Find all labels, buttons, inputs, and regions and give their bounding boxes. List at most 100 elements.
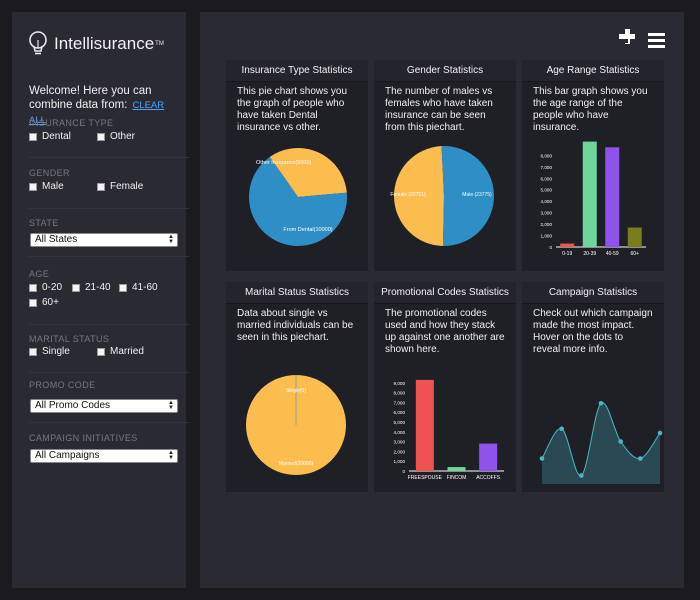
checkbox-box[interactable] — [29, 132, 37, 141]
insurance-pie-chart[interactable]: Other Insurance(5000) From Dental(10000) — [226, 146, 368, 271]
card-title: Promotional Codes Statistics — [374, 282, 516, 304]
dental-checkbox[interactable]: Dental — [29, 131, 71, 142]
bar-fincom[interactable] — [447, 467, 466, 471]
bar-60+[interactable] — [627, 227, 642, 247]
y-tick-label: 7,000 — [394, 400, 406, 405]
y-tick-label: 3,000 — [394, 440, 406, 445]
section-divider — [29, 422, 189, 423]
y-tick-label: 1,000 — [394, 459, 406, 464]
campaign-select[interactable]: All Campaigns ▲ ▼ — [30, 449, 178, 463]
female-checkbox[interactable]: Female — [97, 181, 143, 192]
select-arrows-icon: ▲ ▼ — [168, 450, 174, 461]
age-0-20-checkbox[interactable]: 0-20 — [29, 282, 62, 293]
section-divider — [29, 324, 189, 325]
card-description: Data about single vs married individuals… — [237, 308, 354, 343]
y-tick-label: 6,000 — [394, 410, 406, 415]
pie-slice-label: Female (22751) — [390, 192, 426, 198]
card-description: This bar graph shows you the age range o… — [533, 86, 648, 133]
single-label: Single — [42, 346, 70, 357]
insurance-type-label: INSURANCE TYPE — [29, 118, 114, 128]
pie-slice-female[interactable] — [394, 146, 444, 246]
y-tick-label: 9,000 — [394, 381, 406, 386]
card-title: Marital Status Statistics — [226, 282, 368, 304]
other-checkbox[interactable]: Other — [97, 131, 135, 142]
welcome-message: Welcome! Here you can combine data from: — [29, 85, 152, 111]
y-tick-label: 4,000 — [541, 199, 553, 204]
checkbox-box[interactable] — [97, 132, 105, 141]
campaign-data-point[interactable] — [618, 439, 623, 444]
y-tick-label: 5,000 — [394, 420, 406, 425]
checkbox-box[interactable] — [29, 298, 37, 307]
pie-slice-male[interactable] — [441, 146, 495, 246]
checkbox-box[interactable] — [29, 283, 37, 292]
bar-20-39[interactable] — [582, 141, 597, 247]
pie-slice-other-insurance[interactable] — [269, 148, 347, 197]
section-divider — [29, 208, 189, 209]
y-tick-label: 1,000 — [541, 234, 553, 239]
campaign-data-point[interactable] — [598, 400, 604, 406]
dashboard-main: Insurance Type Statistics This pie chart… — [200, 12, 684, 588]
campaign-data-point[interactable] — [579, 473, 584, 478]
bar-accoffs[interactable] — [479, 443, 498, 471]
checkbox-box[interactable] — [29, 347, 37, 356]
trademark-mark: TM — [155, 41, 164, 47]
card-description: The promotional codes used and how they … — [385, 308, 505, 355]
marital-pie-chart[interactable]: Single(0) Married(20000) — [226, 362, 368, 492]
y-tick-label: 3,000 — [541, 211, 553, 216]
checkbox-box[interactable] — [119, 283, 127, 292]
sidebar: Intellisurance TM Welcome! Here you can c… — [12, 12, 189, 588]
gender-pie-chart[interactable]: Female (22751) Male (23775) — [374, 146, 516, 271]
add-widget-icon[interactable] — [618, 28, 638, 48]
gender-card: Gender Statistics The number of males vs… — [374, 60, 516, 271]
clear-all-link[interactable]: CLEAR ALL — [29, 100, 165, 126]
campaign-area-chart[interactable] — [522, 372, 664, 492]
campaign-data-point[interactable] — [657, 430, 663, 436]
single-checkbox[interactable]: Single — [29, 346, 70, 357]
y-tick-label: 8,000 — [541, 153, 553, 158]
dental-label: Dental — [42, 131, 71, 142]
marital-status-card: Marital Status Statistics Data about sin… — [226, 282, 368, 492]
pie-slice-label: From Dental(10000) — [283, 227, 332, 233]
checkbox-box[interactable] — [97, 347, 105, 356]
age-60-plus-checkbox[interactable]: 60+ — [29, 297, 59, 308]
gender-label: GENDER — [29, 168, 70, 178]
state-label: STATE — [29, 218, 59, 228]
section-divider — [29, 372, 189, 373]
welcome-text: Welcome! Here you can combine data from:… — [29, 84, 181, 128]
promo-codes-card: Promotional Codes Statistics The promoti… — [374, 282, 516, 492]
pie-slice-from-dental[interactable] — [249, 156, 347, 246]
x-tick-label: 60+ — [631, 251, 640, 257]
x-tick-label: FINCOM — [447, 475, 467, 481]
state-select[interactable]: All States ▲ ▼ — [30, 233, 178, 247]
brand[interactable]: Intellisurance TM — [28, 28, 164, 60]
hamburger-menu-icon[interactable] — [648, 33, 665, 48]
pie-slice-label: Single(0) — [286, 388, 306, 394]
married-checkbox[interactable]: Married — [97, 346, 144, 357]
bar-0-19[interactable] — [560, 243, 575, 247]
married-label: Married — [110, 346, 144, 357]
x-tick-label: 40-59 — [606, 251, 619, 257]
promo-bar-chart[interactable]: 9,000 8,000 7,000 6,000 5,000 4,000 3,000 2,000… — [374, 368, 516, 492]
section-divider — [29, 256, 189, 257]
promo-code-select[interactable]: All Promo Codes ▲ ▼ — [30, 399, 178, 413]
bar-40-59[interactable] — [605, 147, 620, 247]
card-title: Gender Statistics — [374, 60, 516, 82]
x-tick-label: 0-19 — [562, 251, 572, 257]
age-41-60-checkbox[interactable]: 41-60 — [119, 282, 158, 293]
card-description: Check out which campaign made the most i… — [533, 308, 653, 355]
campaign-data-point[interactable] — [559, 426, 564, 432]
y-tick-label: 5,000 — [541, 188, 553, 193]
checkbox-box[interactable] — [29, 182, 37, 191]
checkbox-box[interactable] — [72, 283, 80, 292]
campaign-data-point[interactable] — [638, 456, 643, 461]
y-tick-label: 7,000 — [541, 165, 553, 170]
campaign-data-point[interactable] — [539, 456, 545, 461]
age-21-40-label: 21-40 — [85, 282, 111, 293]
y-tick-label: 0 — [549, 245, 552, 250]
male-checkbox[interactable]: Male — [29, 181, 64, 192]
checkbox-box[interactable] — [97, 182, 105, 191]
age-21-40-checkbox[interactable]: 21-40 — [72, 282, 111, 293]
bar-freespouse[interactable] — [415, 379, 434, 471]
x-tick-label: ACCOFFS — [476, 475, 501, 481]
age-bar-chart[interactable]: 8,000 7,000 6,000 5,000 4,000 3,000 2,000 1,000… — [522, 134, 664, 271]
